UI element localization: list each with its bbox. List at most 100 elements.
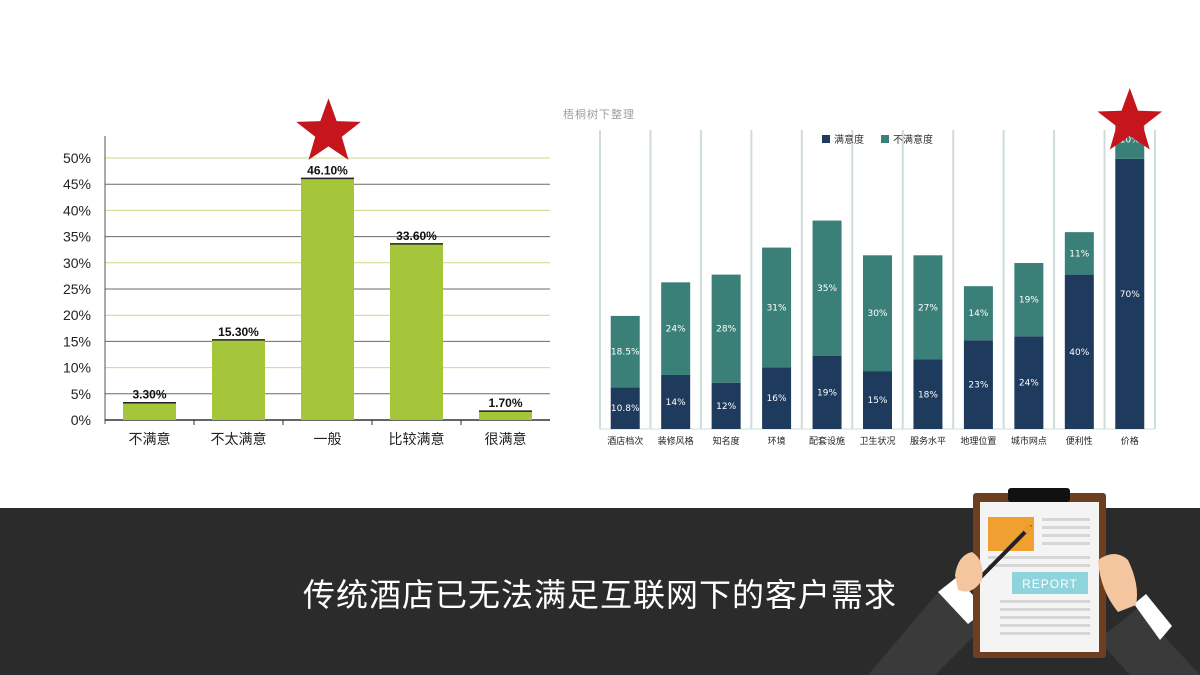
segment-value-label: 19% (817, 388, 837, 398)
bar-value-label: 1.70% (488, 396, 522, 410)
x-category-label: 环境 (768, 435, 786, 447)
report-banner (1012, 572, 1088, 594)
bar-segment-dissatisfied (762, 247, 792, 368)
segment-value-label: 28% (716, 325, 736, 335)
bar (479, 411, 532, 420)
x-category-label: 服务水平 (910, 435, 946, 447)
report-label: REPORT (1022, 577, 1078, 591)
x-category-label: 一般 (314, 432, 342, 448)
bar-segment-satisfied (963, 340, 993, 429)
bar-segment-dissatisfied (963, 286, 993, 341)
highlight-star-icon (1097, 88, 1163, 150)
x-category-label: 装修风格 (658, 435, 694, 447)
bar-value-label: 3.30% (132, 388, 166, 402)
bar-segment-satisfied (1115, 158, 1145, 430)
bar-segment-satisfied (762, 367, 792, 429)
pen (971, 525, 1032, 587)
right-sleeve (1098, 608, 1200, 675)
segment-value-label: 40% (1069, 348, 1089, 358)
caption-text: 传统酒店已无法满足互联网下的客户需求 (0, 570, 1200, 616)
bar-segment-dissatisfied (610, 315, 640, 388)
bar (301, 178, 354, 420)
x-category-label: 酒店档次 (607, 435, 643, 447)
x-category-label: 地理位置 (960, 435, 996, 447)
bar (212, 339, 265, 420)
legend-label: 不满意度 (893, 133, 933, 146)
x-category-label: 不满意 (129, 431, 171, 448)
y-tick-label: 25% (63, 281, 91, 297)
right-hand (1098, 554, 1137, 612)
x-category-label: 比较满意 (389, 431, 445, 448)
segment-value-label: 19% (1019, 296, 1039, 306)
x-category-label: 不太满意 (211, 431, 267, 448)
segment-value-label: 10% (1120, 136, 1140, 146)
right-cuff (1134, 594, 1172, 640)
bar-segment-satisfied (711, 382, 741, 429)
segment-value-label: 18% (918, 390, 938, 400)
caption-label: 传统酒店已无法满足互联网下的客户需求 (302, 576, 897, 614)
segment-value-label: 11% (1069, 249, 1089, 259)
legend-swatch-satisfied (822, 135, 830, 143)
segment-value-label: 15% (867, 396, 887, 406)
y-tick-label: 15% (63, 333, 91, 349)
segment-value-label: 14% (666, 398, 686, 408)
bar-segment-dissatisfied (1014, 263, 1044, 337)
highlight-star-icon (296, 98, 361, 160)
segment-value-label: 35% (817, 284, 837, 294)
x-category-label: 价格 (1121, 435, 1139, 447)
clipboard-clip (1008, 488, 1070, 502)
bar-segment-satisfied (1014, 336, 1044, 429)
x-category-label: 很满意 (485, 431, 527, 448)
x-category-label: 配套设施 (809, 435, 845, 447)
segment-value-label: 24% (1019, 379, 1039, 389)
bar-value-label: 46.10% (307, 163, 348, 177)
y-tick-label: 35% (63, 229, 91, 245)
x-category-label: 城市网点 (1011, 435, 1047, 447)
y-tick-label: 0% (71, 412, 91, 428)
bar-segment-dissatisfied (863, 255, 892, 372)
segment-value-label: 18.5% (611, 348, 640, 358)
bar-segment-satisfied (913, 359, 943, 429)
watermark-text: 梧桐树下整理 (563, 108, 635, 121)
y-tick-label: 40% (63, 202, 91, 218)
bar-segment-satisfied (863, 371, 892, 429)
left-hand (955, 552, 983, 592)
y-tick-label: 5% (71, 386, 91, 402)
bar (123, 402, 176, 420)
y-tick-label: 20% (63, 307, 91, 323)
segment-value-label: 24% (666, 325, 686, 335)
y-tick-label: 10% (63, 360, 91, 376)
bar-segment-dissatisfied (812, 220, 842, 356)
bar-segment-dissatisfied (1064, 232, 1094, 275)
bar-value-label: 15.30% (218, 325, 259, 339)
legend-swatch-dissatisfied (881, 135, 889, 143)
paper-lines (988, 518, 1090, 635)
segment-value-label: 10.8% (611, 404, 640, 414)
segment-value-label: 23% (968, 381, 988, 391)
bar (390, 243, 443, 420)
y-tick-label: 30% (63, 255, 91, 271)
bar-segment-satisfied (610, 387, 640, 429)
bar-segment-satisfied (661, 374, 691, 429)
segment-value-label: 31% (767, 303, 787, 313)
y-tick-label: 45% (63, 176, 91, 192)
segment-value-label: 30% (867, 309, 887, 319)
x-category-label: 便利性 (1066, 435, 1093, 447)
y-tick-label: 50% (63, 150, 91, 166)
bar-segment-dissatisfied (711, 274, 741, 383)
left-sleeve (868, 590, 985, 675)
segment-value-label: 70% (1120, 290, 1140, 300)
x-category-label: 卫生状况 (859, 435, 895, 447)
segment-value-label: 12% (716, 402, 736, 412)
bar-value-label: 33.60% (396, 229, 437, 243)
legend-label: 满意度 (834, 133, 864, 146)
segment-value-label: 14% (968, 309, 988, 319)
segment-value-label: 27% (918, 303, 938, 313)
x-category-label: 知名度 (713, 435, 740, 447)
bar-segment-satisfied (1064, 274, 1094, 429)
bar-segment-satisfied (812, 355, 842, 429)
